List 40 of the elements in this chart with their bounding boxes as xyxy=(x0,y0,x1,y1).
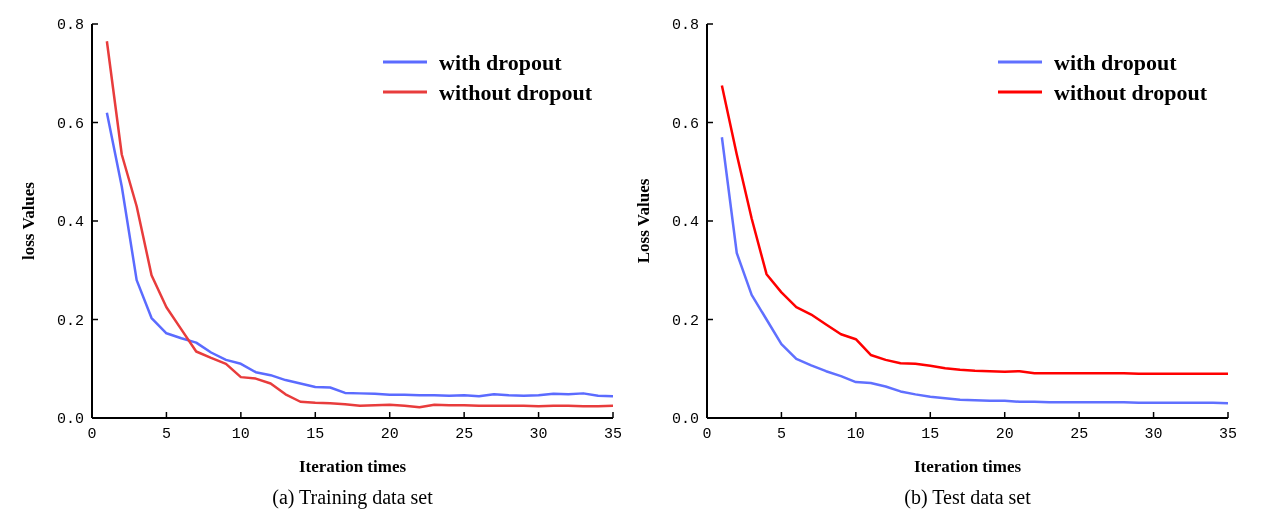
x-tick-label: 0 xyxy=(87,426,97,443)
x-tick-label: 10 xyxy=(846,426,865,443)
x-tick-label: 25 xyxy=(1070,426,1089,443)
y-tick-label: 0.6 xyxy=(56,115,84,133)
y-tick-label: 0.8 xyxy=(56,17,84,35)
legend-label: without dropout xyxy=(439,79,593,105)
x-tick-label: 20 xyxy=(380,426,399,443)
line-series xyxy=(720,84,1230,375)
y-tick-label: 0.0 xyxy=(671,411,699,429)
y-tick-label: 0.4 xyxy=(671,214,699,232)
y-tick-label: 0.4 xyxy=(56,214,84,232)
x-tick-label: 35 xyxy=(603,426,623,443)
y-tick-label: 0.2 xyxy=(56,312,84,330)
y-tick-label: 0.0 xyxy=(56,411,84,429)
x-tick-label: 30 xyxy=(529,426,548,443)
x-tick-label: 30 xyxy=(1144,426,1163,443)
legend-label: without dropout xyxy=(1054,79,1208,105)
x-tick-label: 15 xyxy=(306,426,325,443)
x-tick-label: 15 xyxy=(921,426,940,443)
x-tick-label: 10 xyxy=(231,426,250,443)
x-tick-label: 35 xyxy=(1218,426,1238,443)
legend-label: with dropout xyxy=(1054,49,1178,75)
y-axis-title: loss Values xyxy=(19,181,38,260)
line-series xyxy=(720,136,1230,405)
x-tick-label: 0 xyxy=(702,426,712,443)
x-tick-label: 5 xyxy=(161,426,171,443)
y-tick-label: 0.6 xyxy=(671,115,699,133)
x-axis-title: Iteration times xyxy=(298,457,407,476)
line-series xyxy=(105,111,615,398)
line-series xyxy=(105,39,615,409)
x-axis-title: Iteration times xyxy=(913,457,1022,476)
y-axis-title: Loss Values xyxy=(634,178,653,264)
y-tick-label: 0.2 xyxy=(671,312,699,330)
x-tick-label: 25 xyxy=(455,426,474,443)
y-tick-label: 0.8 xyxy=(671,17,699,35)
x-tick-label: 20 xyxy=(995,426,1014,443)
x-tick-label: 5 xyxy=(776,426,786,443)
text: (b) Test data set xyxy=(904,486,1032,509)
text: (a) Training data set xyxy=(272,486,434,509)
legend-label: with dropout xyxy=(439,49,563,75)
